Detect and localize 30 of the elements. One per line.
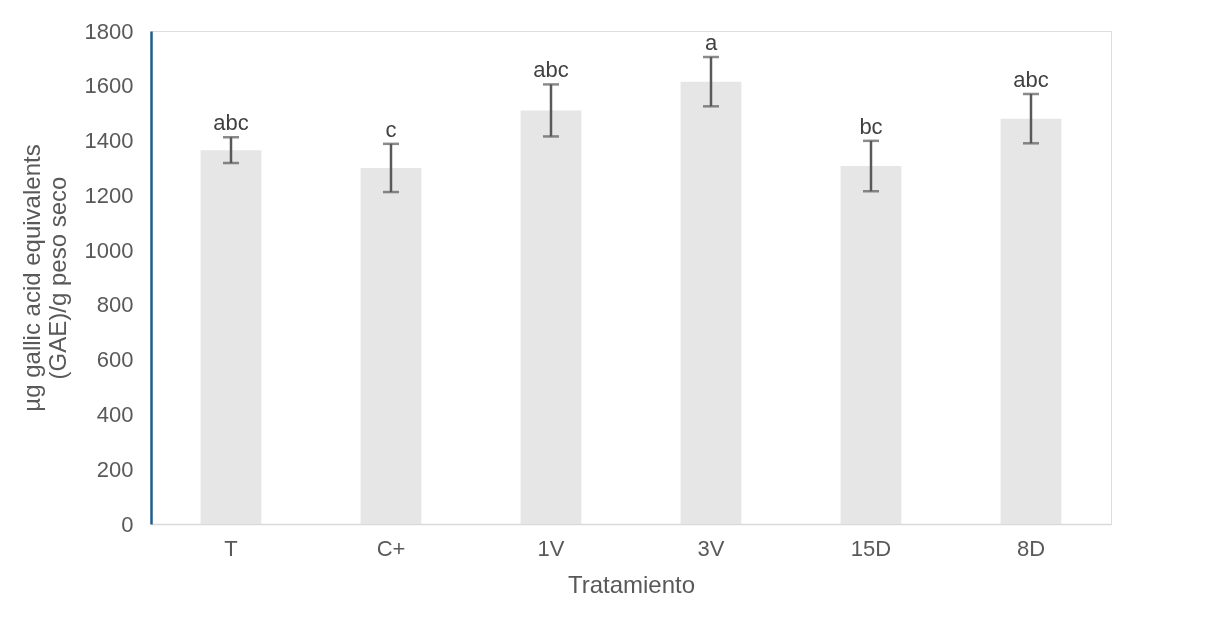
bar	[1000, 118, 1062, 524]
x-axis-title: Tratamiento	[567, 570, 696, 598]
annotation: abc	[213, 110, 249, 136]
bar	[360, 167, 422, 524]
x-tick-label: C+	[376, 535, 406, 561]
y-tick-label: 800	[96, 292, 134, 318]
y-tick-label: 200	[96, 456, 134, 482]
y-tick-label: 1200	[84, 182, 134, 208]
y-tick-label: 0	[121, 511, 134, 537]
x-tick-label: 8D	[1016, 535, 1046, 561]
y-tick-label: 1800	[84, 18, 134, 44]
annotation: a	[704, 30, 718, 56]
y-tick-label: 400	[96, 401, 134, 427]
bar	[680, 81, 742, 524]
annotation: bc	[859, 113, 883, 139]
annotation: abc	[533, 57, 569, 83]
annotation: c	[385, 116, 397, 142]
y-axis-title: µg gallic acid equivalents (GAE)/g peso seco	[17, 144, 71, 412]
y-tick-label: 600	[96, 347, 134, 373]
bar	[520, 110, 582, 524]
y-tick-label: 1600	[84, 73, 134, 99]
x-tick-label: T	[224, 535, 238, 561]
bar	[200, 150, 262, 524]
annotation: abc	[1013, 66, 1049, 92]
x-tick-label: 1V	[537, 535, 565, 561]
y-tick-label: 1400	[84, 128, 134, 154]
bar	[840, 166, 902, 524]
x-tick-label: 3V	[697, 535, 725, 561]
x-tick-label: 15D	[850, 535, 892, 561]
y-tick-label: 1000	[84, 237, 134, 263]
